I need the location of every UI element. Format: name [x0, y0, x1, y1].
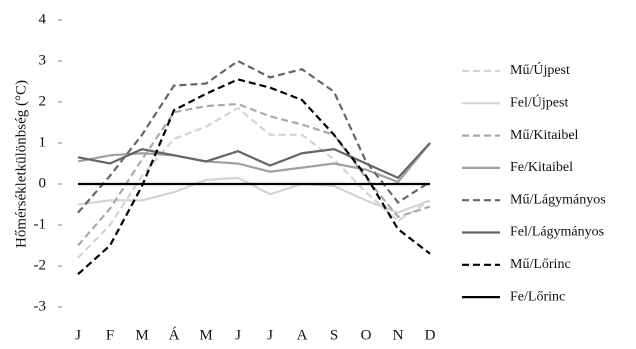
y-tick-label: 2 — [39, 93, 47, 109]
legend-label: Mű/Kitaibel — [510, 128, 579, 143]
series-line — [77, 102, 431, 247]
y-tick-label: 4 — [39, 11, 47, 27]
series-line — [77, 142, 431, 184]
series-line — [77, 142, 431, 180]
x-tick-label: J — [235, 327, 241, 343]
x-tick-label: M — [199, 327, 212, 343]
legend-label: Mű/Újpest — [510, 61, 570, 78]
x-tick-label: S — [330, 327, 338, 343]
x-tick-label: N — [393, 327, 404, 343]
y-tick-label: 0 — [39, 175, 47, 191]
x-tick-label: Á — [169, 326, 180, 343]
y-tick-label: 1 — [39, 134, 47, 150]
y-tick-label: -3 — [34, 298, 47, 314]
x-tick-label: O — [361, 327, 372, 343]
legend-label: Fe/Lőrinc — [510, 289, 565, 304]
legend-label: Fel/Újpest — [510, 94, 568, 111]
x-tick-label: J — [75, 327, 81, 343]
series-line — [77, 59, 431, 214]
legend-label: Fel/Lágymányos — [510, 225, 604, 240]
x-tick-label: F — [106, 327, 114, 343]
x-tick-label: D — [425, 327, 436, 343]
legend-label: Mű/Lőrinc — [510, 257, 571, 272]
legend-label: Mű/Lágymányos — [510, 192, 606, 207]
y-tick-label: -2 — [34, 257, 47, 273]
x-tick-label: M — [135, 327, 148, 343]
series-line — [77, 176, 431, 214]
y-tick-label: -1 — [34, 216, 47, 232]
y-tick-label: 3 — [39, 52, 47, 68]
y-axis-label: Hőmérsékletkülönbség (°C) — [13, 80, 29, 248]
legend-label: Fe/Kitaibel — [510, 160, 573, 175]
x-tick-label: A — [297, 327, 308, 343]
x-tick-label: J — [267, 327, 273, 343]
